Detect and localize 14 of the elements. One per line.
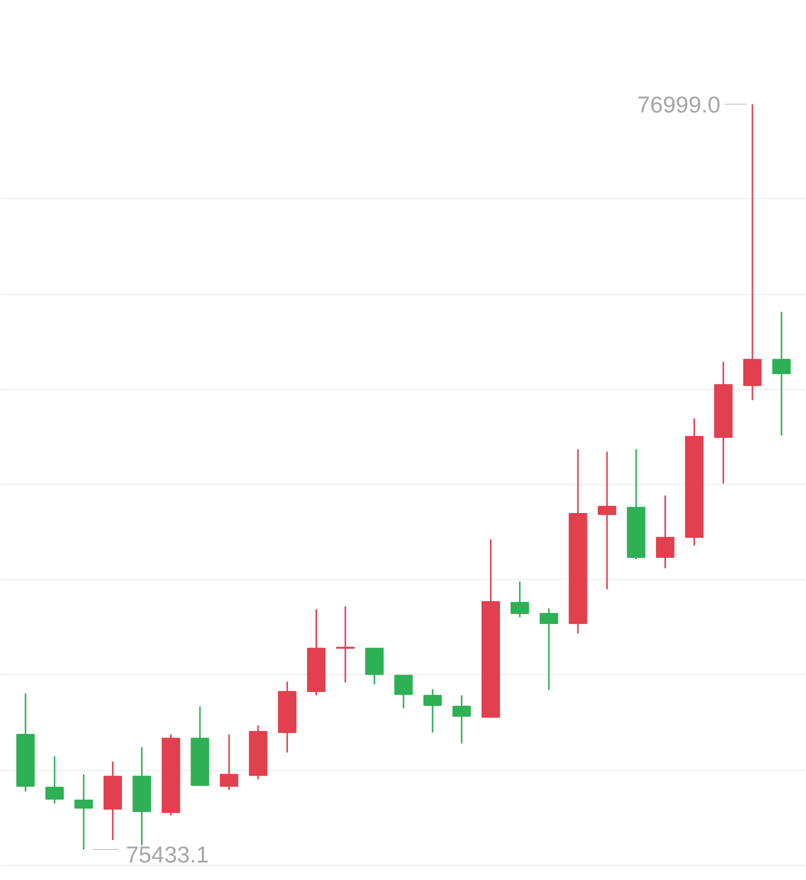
candlestick (743, 104, 762, 402)
candlestick (772, 311, 791, 436)
candlestick (220, 734, 238, 791)
candlestick (452, 694, 471, 744)
candlestick (598, 450, 616, 590)
annotation: 75433.1 (126, 842, 209, 868)
candlestick (45, 756, 64, 804)
candlestick (394, 674, 413, 709)
candlestick (74, 774, 93, 850)
annotation: 76999.0 (637, 91, 720, 118)
candlestick (540, 608, 558, 691)
candlestick (510, 580, 530, 618)
candlestick (656, 494, 674, 570)
candlestick (423, 688, 442, 734)
